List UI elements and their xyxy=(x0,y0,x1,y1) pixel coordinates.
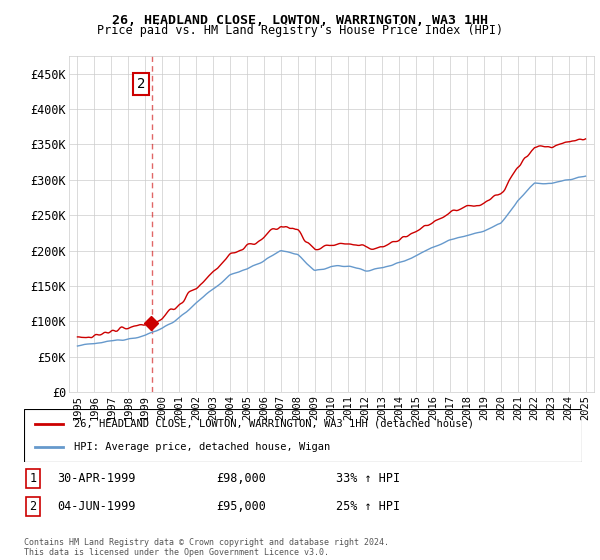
Text: 25% ↑ HPI: 25% ↑ HPI xyxy=(336,500,400,514)
Text: 2: 2 xyxy=(29,500,37,514)
Text: 30-APR-1999: 30-APR-1999 xyxy=(57,472,136,486)
Text: HPI: Average price, detached house, Wigan: HPI: Average price, detached house, Wiga… xyxy=(74,442,331,452)
Text: 04-JUN-1999: 04-JUN-1999 xyxy=(57,500,136,514)
Text: 26, HEADLAND CLOSE, LOWTON, WARRINGTON, WA3 1HH: 26, HEADLAND CLOSE, LOWTON, WARRINGTON, … xyxy=(112,14,488,27)
Text: 26, HEADLAND CLOSE, LOWTON, WARRINGTON, WA3 1HH (detached house): 26, HEADLAND CLOSE, LOWTON, WARRINGTON, … xyxy=(74,419,474,429)
Text: £95,000: £95,000 xyxy=(216,500,266,514)
Text: 2: 2 xyxy=(137,77,145,91)
Text: £98,000: £98,000 xyxy=(216,472,266,486)
Text: Price paid vs. HM Land Registry's House Price Index (HPI): Price paid vs. HM Land Registry's House … xyxy=(97,24,503,37)
Text: 1: 1 xyxy=(29,472,37,486)
Text: Contains HM Land Registry data © Crown copyright and database right 2024.
This d: Contains HM Land Registry data © Crown c… xyxy=(24,538,389,557)
Text: 33% ↑ HPI: 33% ↑ HPI xyxy=(336,472,400,486)
